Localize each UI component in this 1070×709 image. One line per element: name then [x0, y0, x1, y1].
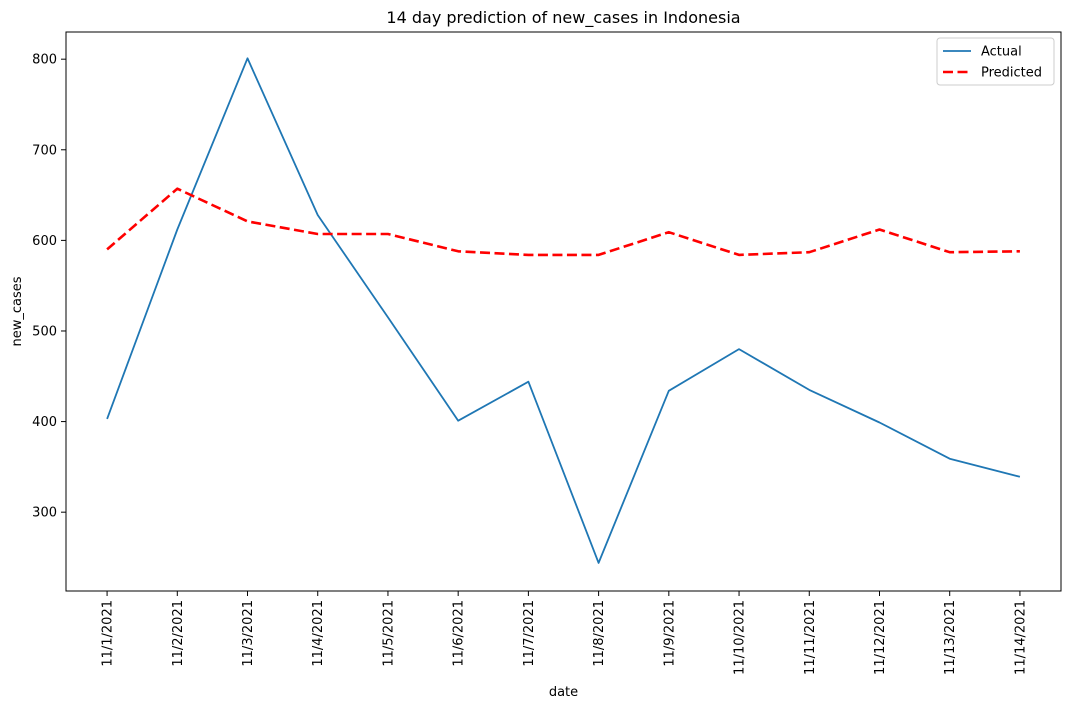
y-tick-label: 700 — [32, 143, 57, 158]
legend-label-actual: Actual — [981, 45, 1022, 60]
x-tick-label: 11/4/2021 — [311, 600, 326, 667]
x-tick-label: 11/12/2021 — [873, 600, 888, 675]
chart-title: 14 day prediction of new_cases in Indone… — [386, 8, 740, 28]
x-tick-label: 11/7/2021 — [522, 600, 537, 667]
y-tick-label: 800 — [32, 53, 57, 68]
series-line-predicted — [106, 187, 1020, 257]
x-tick-label: 11/3/2021 — [241, 600, 256, 667]
series-line-actual — [106, 57, 1021, 564]
x-tick-label: 11/6/2021 — [452, 600, 467, 667]
plot-area-frame — [65, 31, 1062, 592]
x-tick-label: 11/8/2021 — [592, 600, 607, 667]
x-tick-label: 11/14/2021 — [1013, 600, 1028, 675]
x-axis-label: date — [549, 685, 578, 700]
x-tick-label: 11/2/2021 — [171, 600, 186, 667]
x-tick-label: 11/5/2021 — [381, 600, 396, 667]
x-tick-label: 11/1/2021 — [101, 600, 116, 667]
legend-label-predicted: Predicted — [981, 66, 1042, 81]
y-axis: 300 400 500 600 700 800 — [32, 53, 66, 521]
legend: Actual Predicted — [936, 37, 1055, 86]
x-axis: 11/1/2021 11/2/2021 11/3/2021 11/4/2021 11/5… — [101, 591, 1028, 675]
x-tick-label: 11/10/2021 — [733, 600, 748, 675]
y-axis-label: new_cases — [10, 276, 25, 346]
y-tick-label: 400 — [32, 415, 57, 430]
x-tick-label: 11/11/2021 — [803, 600, 818, 675]
x-tick-label: 11/13/2021 — [943, 600, 958, 675]
y-tick-label: 500 — [32, 324, 57, 339]
y-tick-label: 300 — [32, 506, 57, 521]
x-tick-label: 11/9/2021 — [662, 600, 677, 667]
series-layer — [106, 57, 1021, 564]
y-tick-label: 600 — [32, 234, 57, 249]
